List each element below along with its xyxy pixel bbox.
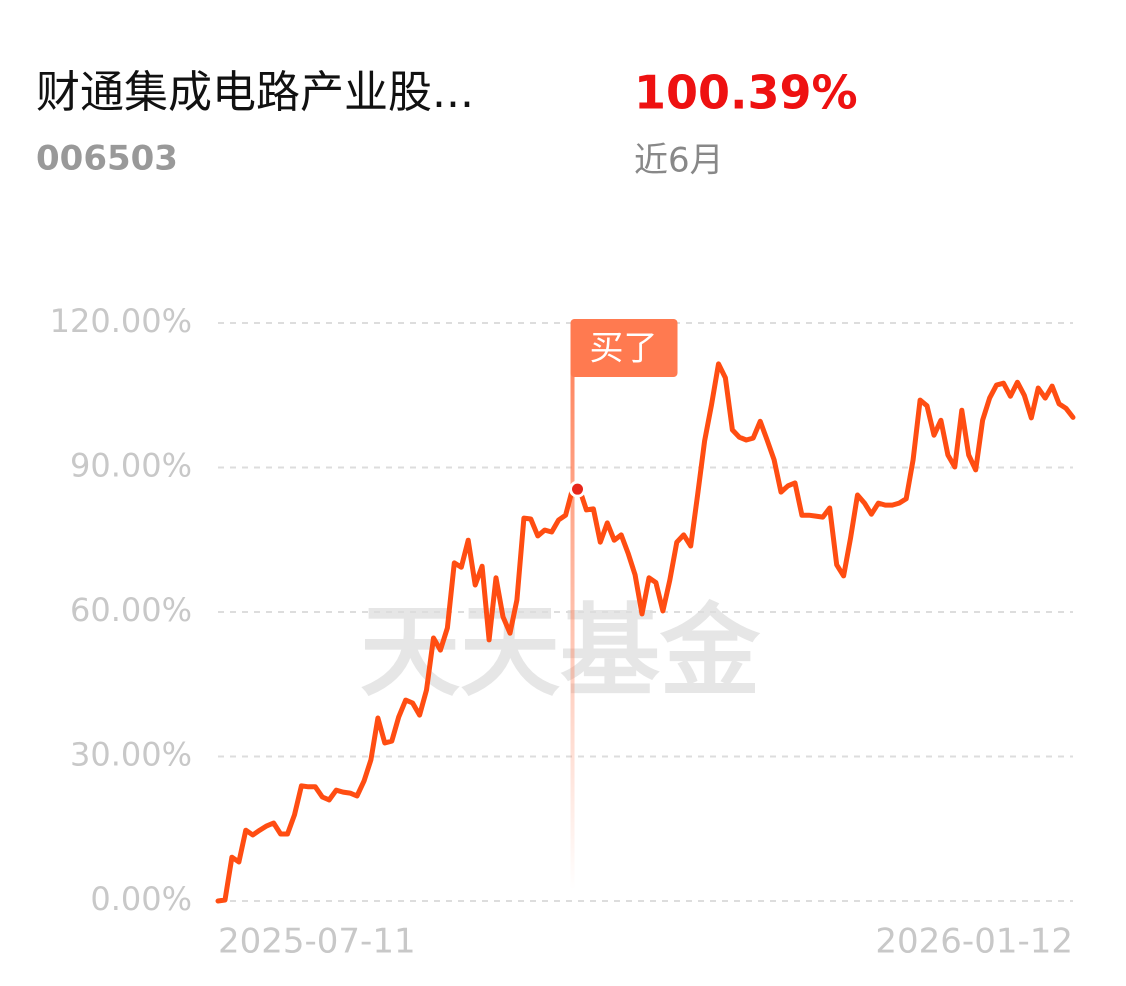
buy-marker-line [570,370,575,890]
y-tick-label: 60.00% [70,591,192,629]
fund-name: 财通集成电路产业股... [36,67,474,118]
return-value: 100.39% [634,66,858,120]
y-tick-label: 120.00% [50,302,192,340]
y-tick-label: 90.00% [70,447,192,485]
series-line [215,361,1076,904]
period: 近6月 [634,141,724,181]
buy-point [569,480,587,498]
watermark: 天天基金 [360,592,761,710]
fund-code: 006503 [36,139,178,179]
x-tick-label: 2025-07-11 [218,922,416,962]
buy-flag [570,319,678,377]
x-tick-label: 2026-01-12 [875,922,1073,962]
buy-flag-label: 买了 [590,329,658,369]
y-tick-label: 0.00% [90,880,192,918]
y-tick-label: 30.00% [70,736,192,774]
